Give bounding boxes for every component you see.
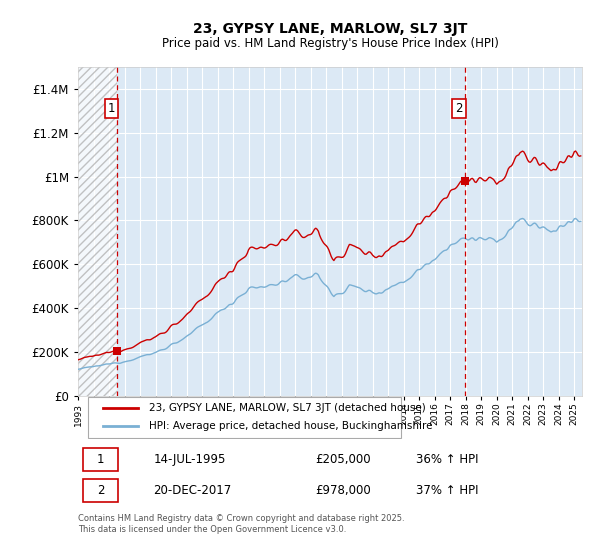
Text: 23, GYPSY LANE, MARLOW, SL7 3JT (detached house): 23, GYPSY LANE, MARLOW, SL7 3JT (detache… — [149, 403, 425, 413]
Text: £205,000: £205,000 — [315, 453, 371, 466]
Text: 37% ↑ HPI: 37% ↑ HPI — [416, 484, 478, 497]
Text: 1: 1 — [107, 102, 115, 115]
Text: 1: 1 — [97, 453, 104, 466]
FancyBboxPatch shape — [83, 479, 118, 502]
FancyBboxPatch shape — [83, 448, 118, 470]
Text: Price paid vs. HM Land Registry's House Price Index (HPI): Price paid vs. HM Land Registry's House … — [161, 38, 499, 50]
Text: HPI: Average price, detached house, Buckinghamshire: HPI: Average price, detached house, Buck… — [149, 421, 432, 431]
Text: 14-JUL-1995: 14-JUL-1995 — [154, 453, 226, 466]
Bar — [78, 67, 118, 395]
FancyBboxPatch shape — [88, 397, 401, 437]
Text: 23, GYPSY LANE, MARLOW, SL7 3JT: 23, GYPSY LANE, MARLOW, SL7 3JT — [193, 22, 467, 36]
Text: 36% ↑ HPI: 36% ↑ HPI — [416, 453, 478, 466]
Text: £978,000: £978,000 — [315, 484, 371, 497]
Text: 2: 2 — [455, 102, 463, 115]
Text: 20-DEC-2017: 20-DEC-2017 — [154, 484, 232, 497]
Text: Contains HM Land Registry data © Crown copyright and database right 2025.
This d: Contains HM Land Registry data © Crown c… — [78, 514, 404, 534]
Text: 2: 2 — [97, 484, 104, 497]
